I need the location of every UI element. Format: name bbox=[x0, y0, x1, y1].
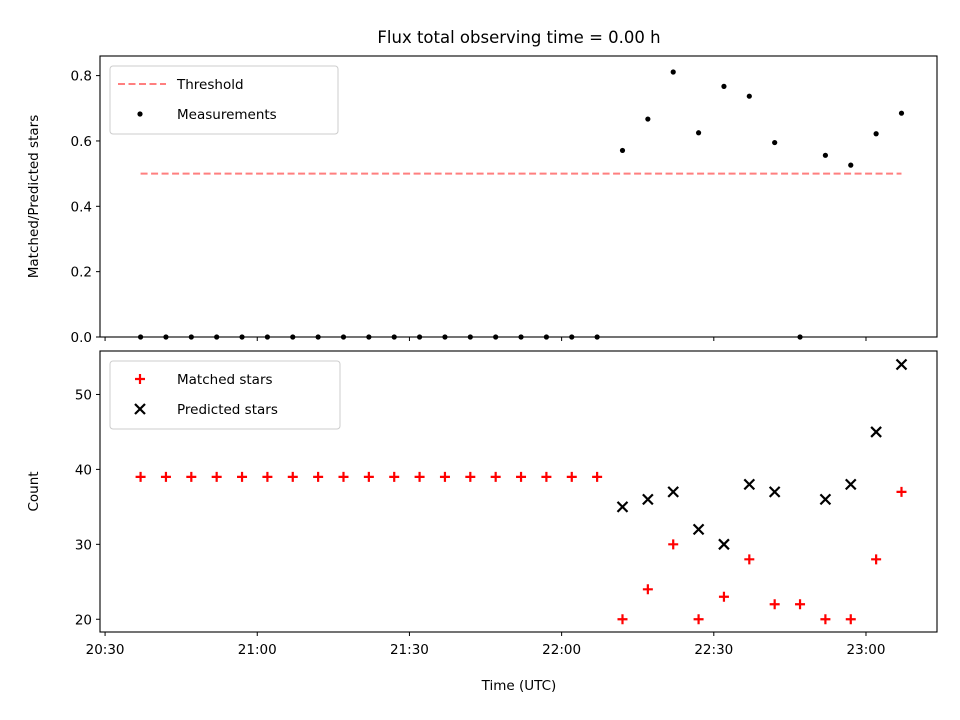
matched-stars-point bbox=[693, 614, 704, 625]
predicted-stars-point bbox=[718, 538, 730, 551]
matched-stars-point bbox=[718, 591, 729, 602]
y-tick-label: 0.6 bbox=[71, 134, 92, 150]
predicted-stars-point bbox=[642, 493, 654, 506]
measurements-point bbox=[695, 130, 702, 136]
matched-stars-point bbox=[237, 471, 248, 482]
matched-stars-point bbox=[668, 539, 679, 550]
y-tick-label: 0.4 bbox=[71, 199, 92, 215]
matched-stars-point bbox=[490, 471, 501, 482]
predicted-stars-point bbox=[692, 523, 705, 536]
x-axis-label: Time (UTC) bbox=[481, 678, 557, 694]
matched-stars-point bbox=[642, 584, 653, 595]
x-tick-label: 20:30 bbox=[86, 642, 125, 658]
y-tick-label: 0.2 bbox=[71, 265, 92, 281]
matched-stars-point bbox=[795, 599, 806, 610]
y-axis-label: Matched/Predicted stars bbox=[26, 115, 42, 278]
y-tick-label: 30 bbox=[75, 537, 92, 553]
matched-stars-point bbox=[287, 471, 298, 482]
matched-stars-point bbox=[186, 471, 197, 482]
matched-stars-point bbox=[313, 471, 324, 482]
y-tick-label: 20 bbox=[75, 612, 92, 628]
matched-stars-point bbox=[845, 614, 856, 625]
matched-stars-point bbox=[541, 471, 552, 482]
measurements-point bbox=[721, 83, 727, 89]
x-tick-label: 23:00 bbox=[847, 642, 886, 658]
matched-stars-point bbox=[439, 471, 450, 482]
predicted-stars-point bbox=[667, 486, 679, 498]
predicted-stars-point bbox=[616, 501, 629, 513]
x-tick-label: 21:30 bbox=[390, 642, 429, 658]
y-tick-label: 50 bbox=[75, 387, 92, 403]
predicted-stars-point bbox=[870, 426, 882, 438]
legend-box bbox=[109, 65, 339, 135]
measurements-point bbox=[848, 162, 854, 168]
legend-box bbox=[109, 360, 341, 430]
legend-marker bbox=[135, 374, 145, 384]
x-tick-label: 21:00 bbox=[238, 642, 277, 658]
matched-stars-point bbox=[769, 599, 780, 610]
matched-stars-point bbox=[160, 471, 171, 482]
x-tick-label: 22:30 bbox=[694, 642, 733, 658]
y-tick-label: 0.8 bbox=[71, 69, 92, 85]
predicted-stars-point bbox=[844, 478, 857, 491]
bottom-panel: 20 30 40 50 20:30 21:00 21:30 22:00 22:30 23:00 Co… bbox=[26, 350, 938, 658]
legend: Threshold Measurements bbox=[109, 65, 339, 135]
y-tick-label: 40 bbox=[75, 462, 92, 478]
matched-stars-point bbox=[592, 471, 603, 482]
legend-label: Predicted stars bbox=[177, 402, 278, 418]
matched-stars-point bbox=[871, 554, 882, 565]
matched-stars-point bbox=[820, 614, 831, 625]
chart-title: Flux total observing time = 0.00 h bbox=[377, 28, 660, 47]
matched-stars-point bbox=[744, 554, 755, 565]
matched-stars-point bbox=[338, 471, 349, 482]
predicted-stars-point bbox=[895, 358, 908, 371]
y-tick-label: 0.0 bbox=[71, 330, 92, 346]
legend: Matched stars Predicted stars bbox=[109, 360, 341, 430]
matched-stars-point bbox=[617, 614, 628, 625]
predicted-stars-point bbox=[819, 493, 832, 506]
matched-stars-point bbox=[135, 471, 146, 482]
matched-stars-point bbox=[389, 471, 400, 482]
measurements-point bbox=[772, 139, 778, 146]
measurements-point bbox=[746, 93, 752, 99]
matched-stars-point bbox=[414, 471, 425, 482]
matched-stars-point bbox=[465, 471, 476, 482]
predicted-stars-point bbox=[743, 478, 756, 491]
legend-marker bbox=[137, 111, 143, 117]
y-axis-label: Count bbox=[26, 471, 42, 511]
measurements-point bbox=[619, 147, 626, 154]
measurements-point bbox=[645, 116, 651, 122]
measurements-point bbox=[670, 69, 676, 75]
legend-label: Measurements bbox=[177, 107, 277, 123]
legend-label: Threshold bbox=[176, 77, 244, 93]
matched-stars-point bbox=[211, 471, 222, 482]
axes-frame bbox=[99, 55, 938, 338]
legend-marker bbox=[134, 403, 146, 415]
matched-stars-point bbox=[262, 471, 273, 482]
matched-stars-point bbox=[363, 471, 374, 482]
measurements-point bbox=[873, 131, 879, 137]
legend-label: Matched stars bbox=[177, 372, 273, 388]
measurements-point bbox=[822, 152, 829, 158]
matched-stars-point bbox=[516, 471, 527, 482]
x-tick-label: 22:00 bbox=[542, 642, 581, 658]
axes-frame bbox=[99, 350, 938, 633]
matched-stars-point bbox=[896, 486, 907, 497]
predicted-stars-point bbox=[768, 486, 781, 498]
matched-stars-point bbox=[566, 471, 577, 482]
top-panel: 0.0 0.2 0.4 0.6 0.8 Matched/Predicted stars Th… bbox=[26, 55, 938, 346]
measurements-point bbox=[898, 110, 905, 116]
